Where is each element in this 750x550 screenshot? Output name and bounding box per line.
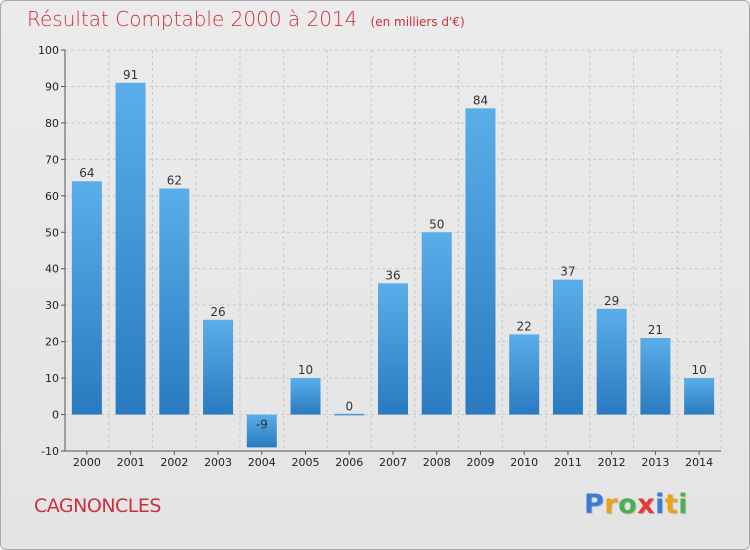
y-tick-label: 60 xyxy=(45,190,59,203)
data-label-2003: 26 xyxy=(210,305,225,319)
y-tick-label: 100 xyxy=(38,44,59,57)
bar-2010 xyxy=(509,334,540,415)
bar-2001 xyxy=(115,82,146,415)
logo-letter: P xyxy=(584,489,605,520)
data-label-2014: 10 xyxy=(691,363,706,377)
x-tick-label-2003: 2003 xyxy=(204,456,232,469)
logo-letter: t xyxy=(664,489,679,520)
data-label-2004: -9 xyxy=(256,418,268,432)
y-tick-label: 30 xyxy=(45,299,59,312)
y-tick-label: 20 xyxy=(45,336,59,349)
chart-title-main: Résultat Comptable 2000 à 2014 xyxy=(27,7,358,31)
x-tick-label-2010: 2010 xyxy=(510,456,538,469)
x-tick-label-2006: 2006 xyxy=(335,456,363,469)
x-tick-label-2012: 2012 xyxy=(598,456,626,469)
y-tick-label: 50 xyxy=(45,226,59,239)
data-label-2001: 91 xyxy=(123,68,138,82)
chart-title: Résultat Comptable 2000 à 2014 (en milli… xyxy=(27,7,465,31)
y-tick-label: 0 xyxy=(52,409,59,422)
bar-2011 xyxy=(552,279,583,415)
data-label-2002: 62 xyxy=(167,174,182,188)
y-tick-label: -10 xyxy=(41,445,59,458)
data-label-2008: 50 xyxy=(429,217,444,231)
y-tick-label: 40 xyxy=(45,263,59,276)
x-tick-label-2009: 2009 xyxy=(466,456,494,469)
proxiti-logo: Proxiti xyxy=(584,489,688,520)
data-label-2007: 36 xyxy=(385,268,400,282)
logo-letter: o xyxy=(618,489,638,520)
x-tick-label-2014: 2014 xyxy=(685,456,713,469)
y-tick-label: 90 xyxy=(45,80,59,93)
logo-letter: i xyxy=(655,489,665,520)
bar-2008 xyxy=(421,232,452,415)
label-layer: 64 91 62 26 -9 10 0 36 50 84 22 37 29 21 10 xyxy=(79,68,707,432)
y-tick-label: 70 xyxy=(45,153,59,166)
bar-2012 xyxy=(596,308,627,415)
bar-2005 xyxy=(290,378,321,415)
chart-title-unit: (en milliers d'€) xyxy=(370,15,465,29)
data-label-2005: 10 xyxy=(298,363,313,377)
data-label-2000: 64 xyxy=(79,166,94,180)
x-tick-label-2013: 2013 xyxy=(641,456,669,469)
bar-2004 xyxy=(246,414,277,448)
data-label-2010: 22 xyxy=(517,319,532,333)
data-label-2006: 0 xyxy=(345,400,353,414)
bar-2002 xyxy=(159,188,190,415)
data-label-2009: 84 xyxy=(473,93,488,107)
x-tick-label-2008: 2008 xyxy=(423,456,451,469)
bar-2007 xyxy=(378,283,408,415)
x-tick-label-2011: 2011 xyxy=(554,456,582,469)
data-label-2012: 29 xyxy=(604,294,619,308)
data-label-2013: 21 xyxy=(648,323,663,337)
bar-layer xyxy=(71,82,715,448)
bar-2003 xyxy=(203,319,234,415)
y-tick-label: 10 xyxy=(45,372,59,385)
x-tick-label-2001: 2001 xyxy=(117,456,145,469)
city-name: CAGNONCLES xyxy=(34,495,161,517)
bar-2013 xyxy=(640,337,671,415)
logo-letter: i xyxy=(678,489,689,520)
x-tick-label-2000: 2000 xyxy=(73,456,101,469)
y-tick-label: 80 xyxy=(45,117,59,130)
x-tick-label-2004: 2004 xyxy=(248,456,276,469)
bar-2009 xyxy=(465,108,496,415)
bar-2000 xyxy=(71,181,102,415)
bar-2006 xyxy=(334,413,365,416)
logo-letter: x xyxy=(637,489,656,520)
x-tick-label-2005: 2005 xyxy=(292,456,320,469)
x-tick-label-2007: 2007 xyxy=(379,456,407,469)
data-label-2011: 37 xyxy=(560,265,575,279)
logo-letter: r xyxy=(604,489,619,520)
bar-2014 xyxy=(684,378,715,415)
x-tick-label-2002: 2002 xyxy=(160,456,188,469)
